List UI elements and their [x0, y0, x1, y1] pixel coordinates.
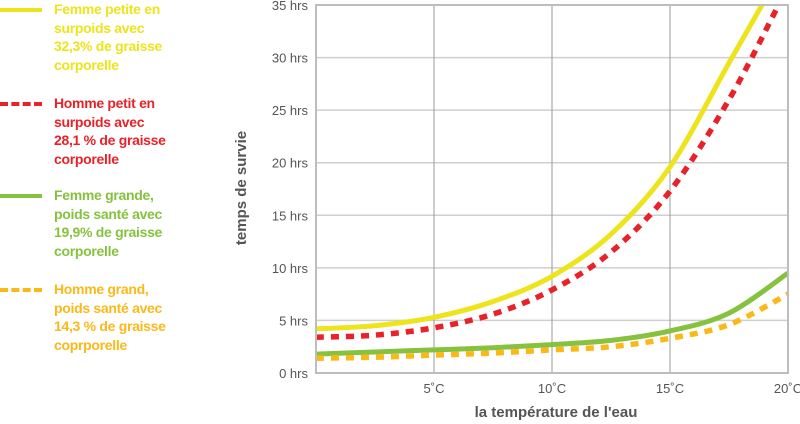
chart-legend: Femme petite en surpoids avec 32,3% de gra…: [0, 0, 200, 424]
series-line: [316, 3, 781, 340]
y-tick-label: 25 hrs: [272, 103, 309, 118]
legend-label: Femme grande, poids santé avec 19,9% de gr…: [54, 187, 163, 259]
x-tick-label: 15˚C: [656, 381, 684, 396]
legend-swatch: [0, 194, 42, 198]
legend-swatch: [0, 288, 42, 292]
y-tick-label: 5 hrs: [279, 313, 308, 328]
legend-label: Femme petite en surpoids avec 32,3% de gra…: [54, 1, 163, 73]
legend-label: Homme grand, poids santé avec 14,3 % de gr…: [54, 281, 166, 353]
series-line: [316, 271, 790, 357]
series-line: [316, 3, 765, 332]
x-tick-label: 10˚C: [538, 381, 566, 396]
plot-frame: [315, 4, 789, 374]
x-axis-title: la température de l'eau: [475, 404, 638, 421]
y-tick-label: 10 hrs: [272, 261, 309, 276]
legend-label: Homme petit en surpoids avec 28,1 % de gra…: [54, 95, 166, 167]
tick-labels: 0 hrs 5 hrs 10 hrs 15 hrs 20 hrs 25 hrs 30 hrs…: [272, 0, 800, 396]
y-tick-label: 0 hrs: [279, 366, 308, 381]
legend-swatch: [0, 8, 42, 12]
series-line: [316, 291, 790, 362]
y-tick-label: 30 hrs: [272, 51, 309, 66]
y-tick-label: 20 hrs: [272, 156, 309, 171]
y-axis-title: temps de survie: [233, 131, 250, 245]
y-tick-label: 15 hrs: [272, 208, 309, 223]
x-tick-label: 5˚C: [424, 381, 445, 396]
axes: [315, 4, 789, 374]
x-tick-label: 20˚C: [774, 381, 800, 396]
legend-swatch: [0, 102, 42, 106]
y-tick-label: 35 hrs: [272, 0, 309, 13]
series-lines: [316, 3, 790, 362]
